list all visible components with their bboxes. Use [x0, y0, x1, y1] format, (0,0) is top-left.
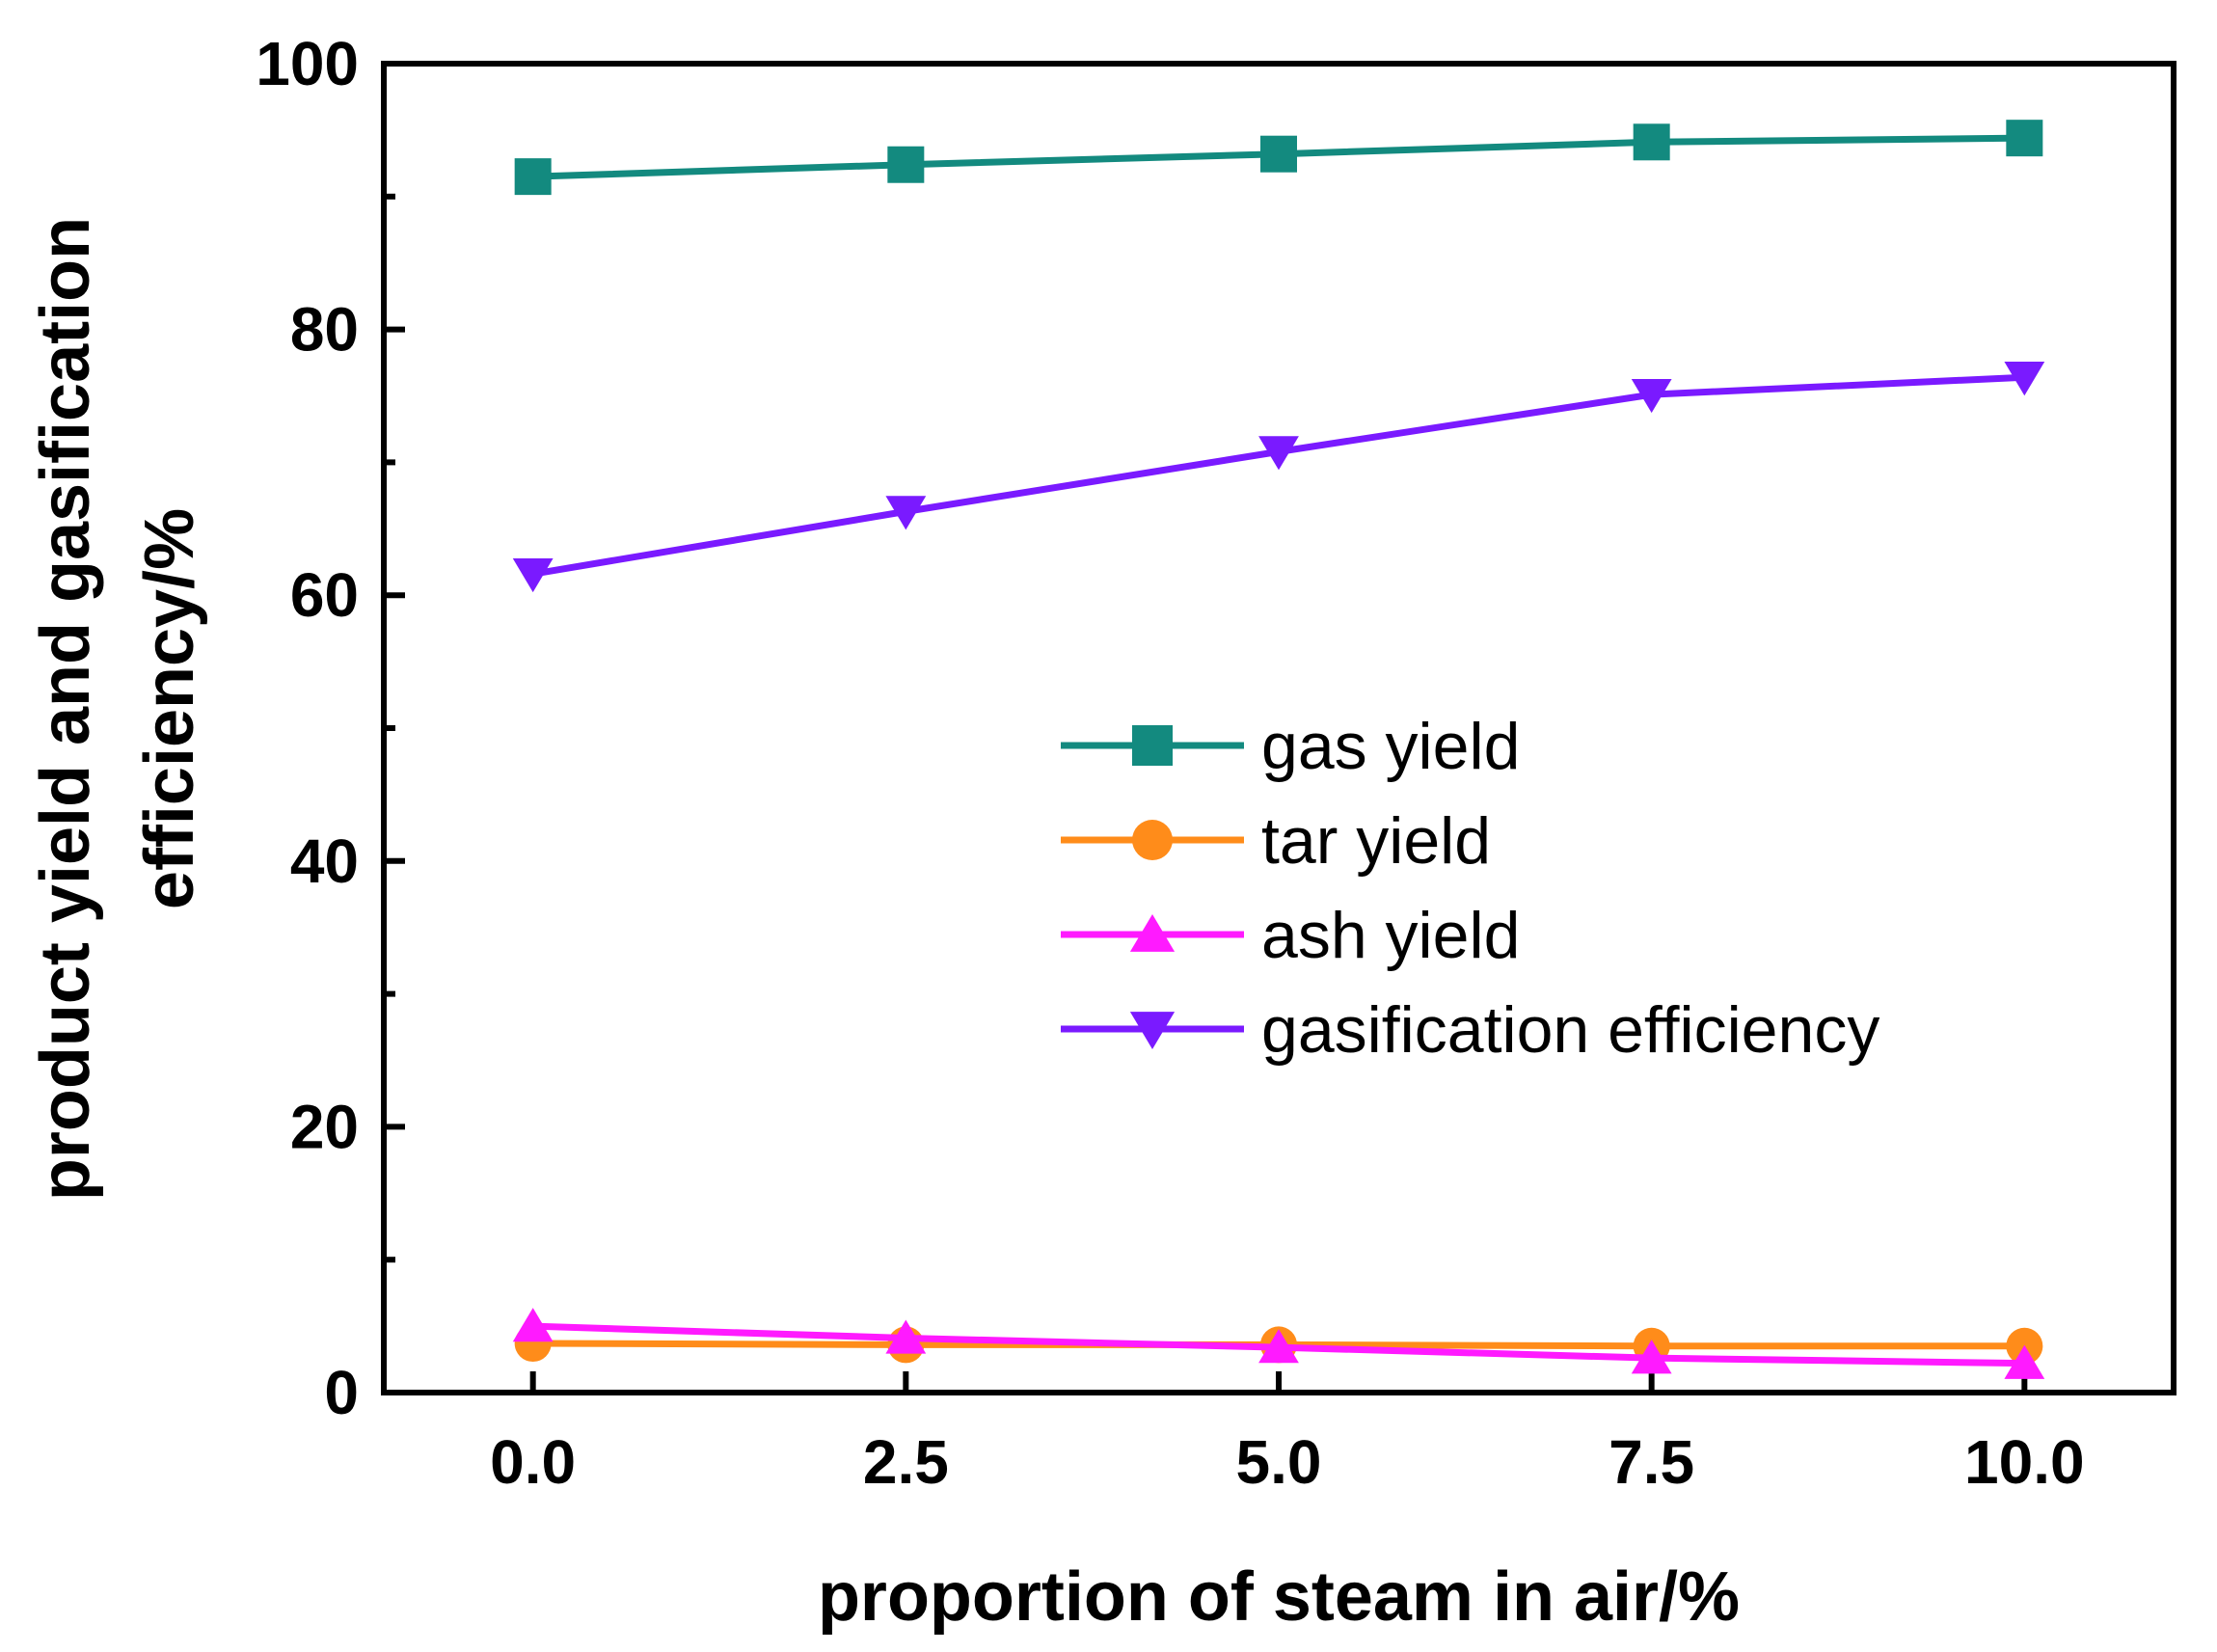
x-tick-label: 5.0 [1236, 1427, 1322, 1497]
series-ash-yield [512, 1308, 2045, 1379]
series-line [532, 373, 2025, 578]
legend-marker [1132, 725, 1173, 766]
y-tick-label: 20 [290, 1092, 359, 1161]
axis-ticks [384, 61, 2028, 1395]
data-point [2004, 362, 2045, 396]
data-point [887, 146, 925, 183]
data-point [1633, 123, 1670, 161]
legend-marker [1129, 914, 1176, 952]
y-axis-title: product yield and gasification efficienc… [27, 217, 208, 1201]
series-gas-yield [514, 120, 2043, 196]
series-layer [512, 120, 2045, 1379]
y-tick-labels: 0 20 40 60 80 100 [256, 29, 359, 1427]
legend-marker [1129, 1012, 1176, 1049]
y-tick-label: 40 [290, 826, 359, 896]
legend-marker [1132, 820, 1173, 860]
legend: gas yield tar yield ash yield gasification … [1061, 710, 1879, 1067]
y-tick-label: 60 [290, 560, 359, 630]
data-point [1258, 1329, 1299, 1364]
legend-label: tar yield [1261, 804, 1491, 878]
data-point [514, 158, 552, 196]
x-tick-label: 2.5 [863, 1427, 949, 1497]
data-point [512, 1308, 554, 1342]
legend-item: gasification efficiency [1061, 993, 1879, 1067]
data-point [1631, 1340, 1672, 1374]
series-gasification-efficiency [512, 362, 2045, 593]
y-axis-title-line-1: product yield and gasification [27, 217, 104, 1201]
legend-label: gasification efficiency [1261, 993, 1879, 1067]
legend-item: gas yield [1061, 710, 1520, 783]
x-tick-label: 10.0 [1964, 1427, 2085, 1497]
data-point [885, 1319, 927, 1354]
legend-label: gas yield [1261, 710, 1520, 783]
y-axis-title-line-2: efficiency/% [131, 508, 208, 909]
x-tick-labels: 0.0 2.5 5.0 7.5 10.0 [490, 1427, 2084, 1497]
y-tick-label: 80 [290, 295, 359, 365]
data-point [1631, 378, 1672, 414]
x-tick-label: 0.0 [490, 1427, 576, 1497]
y-tick-label: 0 [324, 1358, 359, 1427]
x-axis-title: proportion of steam in air/% [818, 1558, 1740, 1636]
data-point [2004, 1344, 2045, 1379]
legend-item: ash yield [1061, 899, 1520, 972]
y-tick-label: 100 [256, 29, 359, 98]
legend-item: tar yield [1061, 804, 1491, 878]
data-point [2006, 120, 2043, 157]
legend-label: ash yield [1261, 899, 1520, 972]
data-point [512, 558, 554, 593]
data-point [1260, 135, 1297, 173]
x-tick-label: 7.5 [1609, 1427, 1694, 1497]
data-point [885, 496, 927, 530]
data-point [1258, 436, 1299, 471]
